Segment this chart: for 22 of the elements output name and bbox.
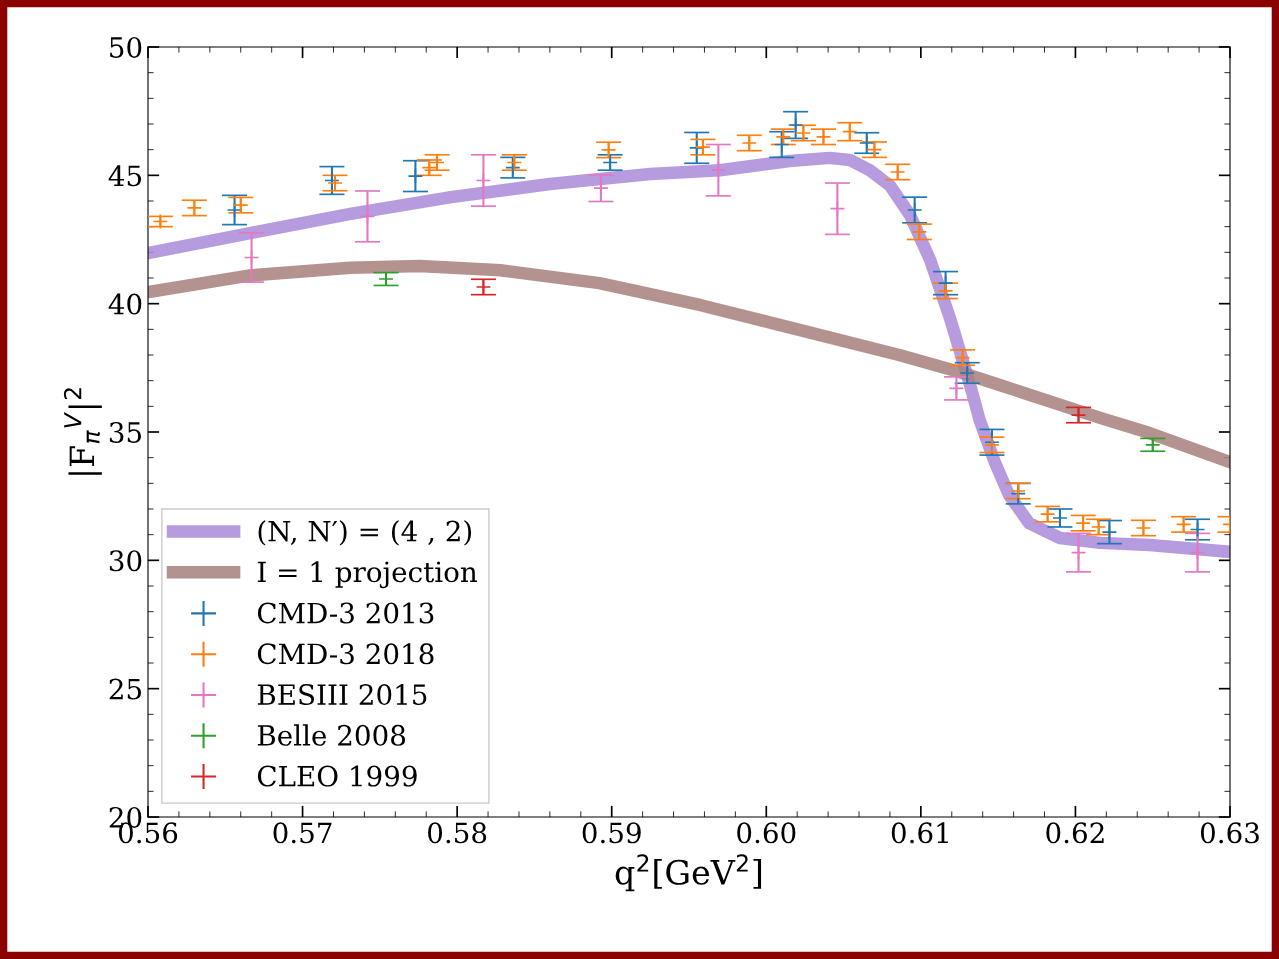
y-tick-label: 30 — [109, 550, 142, 572]
legend-label: CMD-3 2018 — [257, 643, 434, 665]
y-tick-label: 40 — [108, 293, 142, 315]
x-tick-label: 0.58 — [428, 822, 487, 844]
x-axis-title: q$^{2}$[GeV$^{2}$] — [615, 854, 762, 892]
x-tick-label: 0.62 — [1046, 822, 1104, 844]
legend-label: CLEO 1999 — [257, 765, 417, 787]
y-tick-label: 25 — [109, 678, 141, 700]
x-tick-label: 0.57 — [273, 822, 332, 844]
legend-label: I = 1 projection — [257, 561, 478, 589]
legend-label: CMD-3 2013 — [257, 602, 434, 624]
legend-label: (N, N′) = (4 , 2) — [258, 520, 472, 546]
legend-label: Belle 2008 — [257, 724, 406, 746]
y-tick-label: 50 — [110, 36, 142, 58]
legend-label: BESIII 2015 — [257, 684, 427, 706]
x-tick-label: 0.63 — [1200, 822, 1259, 844]
x-tick-label: 0.60 — [737, 822, 796, 844]
y-tick-label: 35 — [109, 421, 141, 443]
y-tick-label: 45 — [108, 165, 141, 187]
x-tick-label: 0.61 — [891, 822, 948, 844]
y-axis-title: |F$_{π}$$^{V}$|$^{2}$ — [63, 388, 102, 475]
x-tick-label: 0.59 — [582, 822, 641, 844]
